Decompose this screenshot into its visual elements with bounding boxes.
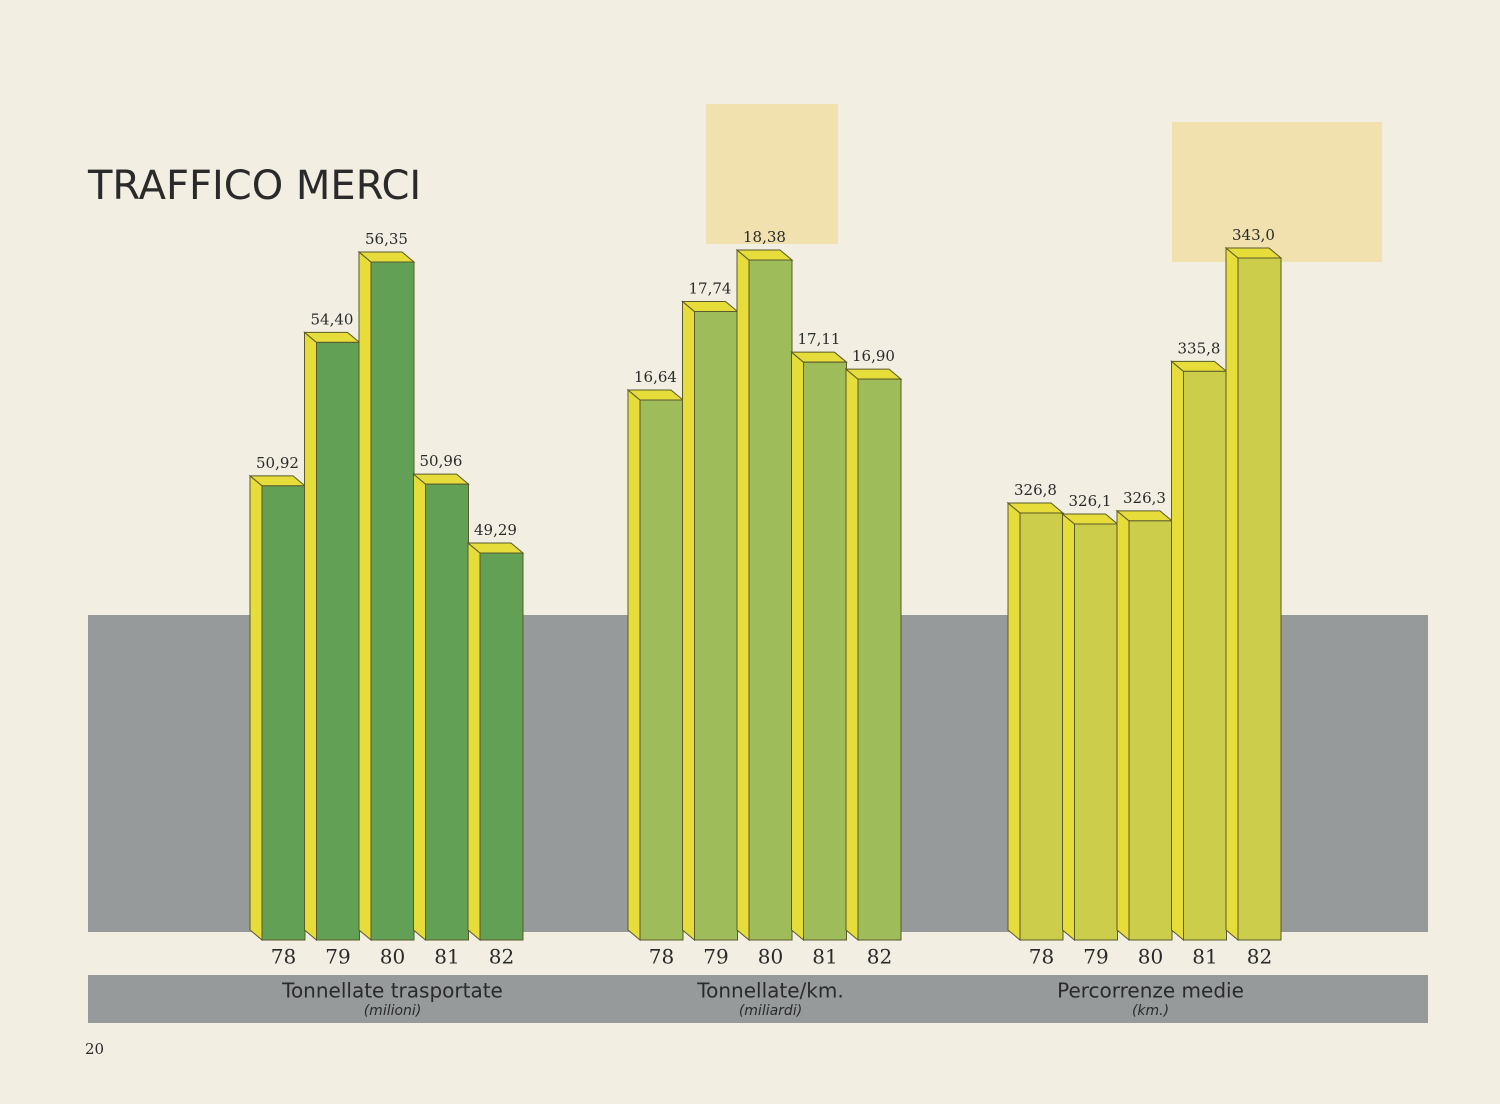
chart-subtitle: (milioni) bbox=[364, 1003, 422, 1019]
value-label: 50,92 bbox=[256, 454, 299, 472]
x-tick-label: 80 bbox=[380, 945, 405, 969]
label-band bbox=[88, 975, 1428, 1023]
chart-title: Percorrenze medie bbox=[1057, 979, 1244, 1003]
tape bbox=[1172, 122, 1382, 262]
bar bbox=[857, 378, 902, 941]
bar bbox=[1128, 520, 1173, 941]
x-tick-label: 82 bbox=[1247, 945, 1272, 969]
page-number: 20 bbox=[85, 1040, 104, 1058]
chart-subtitle: (miliardi) bbox=[739, 1003, 802, 1019]
tape bbox=[706, 104, 838, 244]
bar-side bbox=[413, 473, 426, 942]
x-tick-label: 78 bbox=[271, 945, 296, 969]
bar bbox=[639, 399, 684, 941]
value-label: 49,29 bbox=[474, 521, 517, 539]
x-tick-label: 81 bbox=[1192, 945, 1217, 969]
x-tick-label: 80 bbox=[758, 945, 783, 969]
bar bbox=[694, 310, 738, 941]
x-tick-label: 79 bbox=[325, 945, 350, 969]
bar bbox=[261, 485, 306, 941]
chart-title: Tonnellate/km. bbox=[696, 979, 843, 1003]
bar bbox=[803, 361, 847, 941]
value-label: 17,11 bbox=[798, 330, 841, 348]
bar-side bbox=[249, 474, 263, 942]
bar-side bbox=[791, 351, 804, 942]
bar-side bbox=[845, 368, 859, 942]
x-tick-label: 82 bbox=[489, 945, 514, 969]
bar-side bbox=[358, 250, 372, 942]
bar-side bbox=[1171, 360, 1184, 942]
value-label: 54,40 bbox=[311, 310, 354, 328]
bar bbox=[425, 483, 469, 941]
x-tick-label: 80 bbox=[1138, 945, 1163, 969]
value-label: 335,8 bbox=[1178, 339, 1221, 357]
value-label: 17,74 bbox=[689, 279, 732, 297]
bar bbox=[1237, 257, 1282, 941]
bar-side bbox=[627, 388, 641, 942]
x-tick-label: 78 bbox=[1029, 945, 1054, 969]
value-label: 16,90 bbox=[852, 347, 895, 365]
value-label: 16,64 bbox=[634, 368, 677, 386]
bar bbox=[1183, 370, 1227, 941]
chart-title: Tonnellate trasportate bbox=[281, 979, 503, 1003]
value-label: 326,8 bbox=[1014, 481, 1057, 499]
value-label: 326,1 bbox=[1069, 492, 1112, 510]
x-tick-label: 79 bbox=[1083, 945, 1108, 969]
page-title: TRAFFICO MERCI bbox=[87, 163, 421, 209]
x-tick-label: 82 bbox=[867, 945, 892, 969]
x-tick-label: 78 bbox=[649, 945, 674, 969]
bar bbox=[479, 552, 524, 941]
bar-side bbox=[1062, 512, 1075, 942]
bar bbox=[370, 261, 415, 941]
chart-subtitle: (km.) bbox=[1132, 1003, 1169, 1019]
value-label: 56,35 bbox=[365, 230, 408, 248]
bar-side bbox=[1225, 246, 1239, 942]
bar bbox=[316, 341, 360, 941]
x-tick-label: 79 bbox=[703, 945, 728, 969]
x-tick-label: 81 bbox=[812, 945, 837, 969]
bar-side bbox=[304, 331, 317, 942]
bar-side bbox=[467, 541, 481, 942]
bar bbox=[748, 259, 793, 941]
bar bbox=[1074, 523, 1118, 941]
value-label: 18,38 bbox=[743, 228, 786, 246]
value-label: 343,0 bbox=[1232, 226, 1275, 244]
bar-side bbox=[682, 300, 695, 942]
value-label: 50,96 bbox=[420, 452, 463, 470]
bar-side bbox=[736, 248, 750, 942]
value-label: 326,3 bbox=[1123, 489, 1166, 507]
bar-side bbox=[1007, 501, 1021, 942]
bar bbox=[1019, 512, 1064, 941]
x-tick-label: 81 bbox=[434, 945, 459, 969]
bar-side bbox=[1116, 509, 1130, 942]
